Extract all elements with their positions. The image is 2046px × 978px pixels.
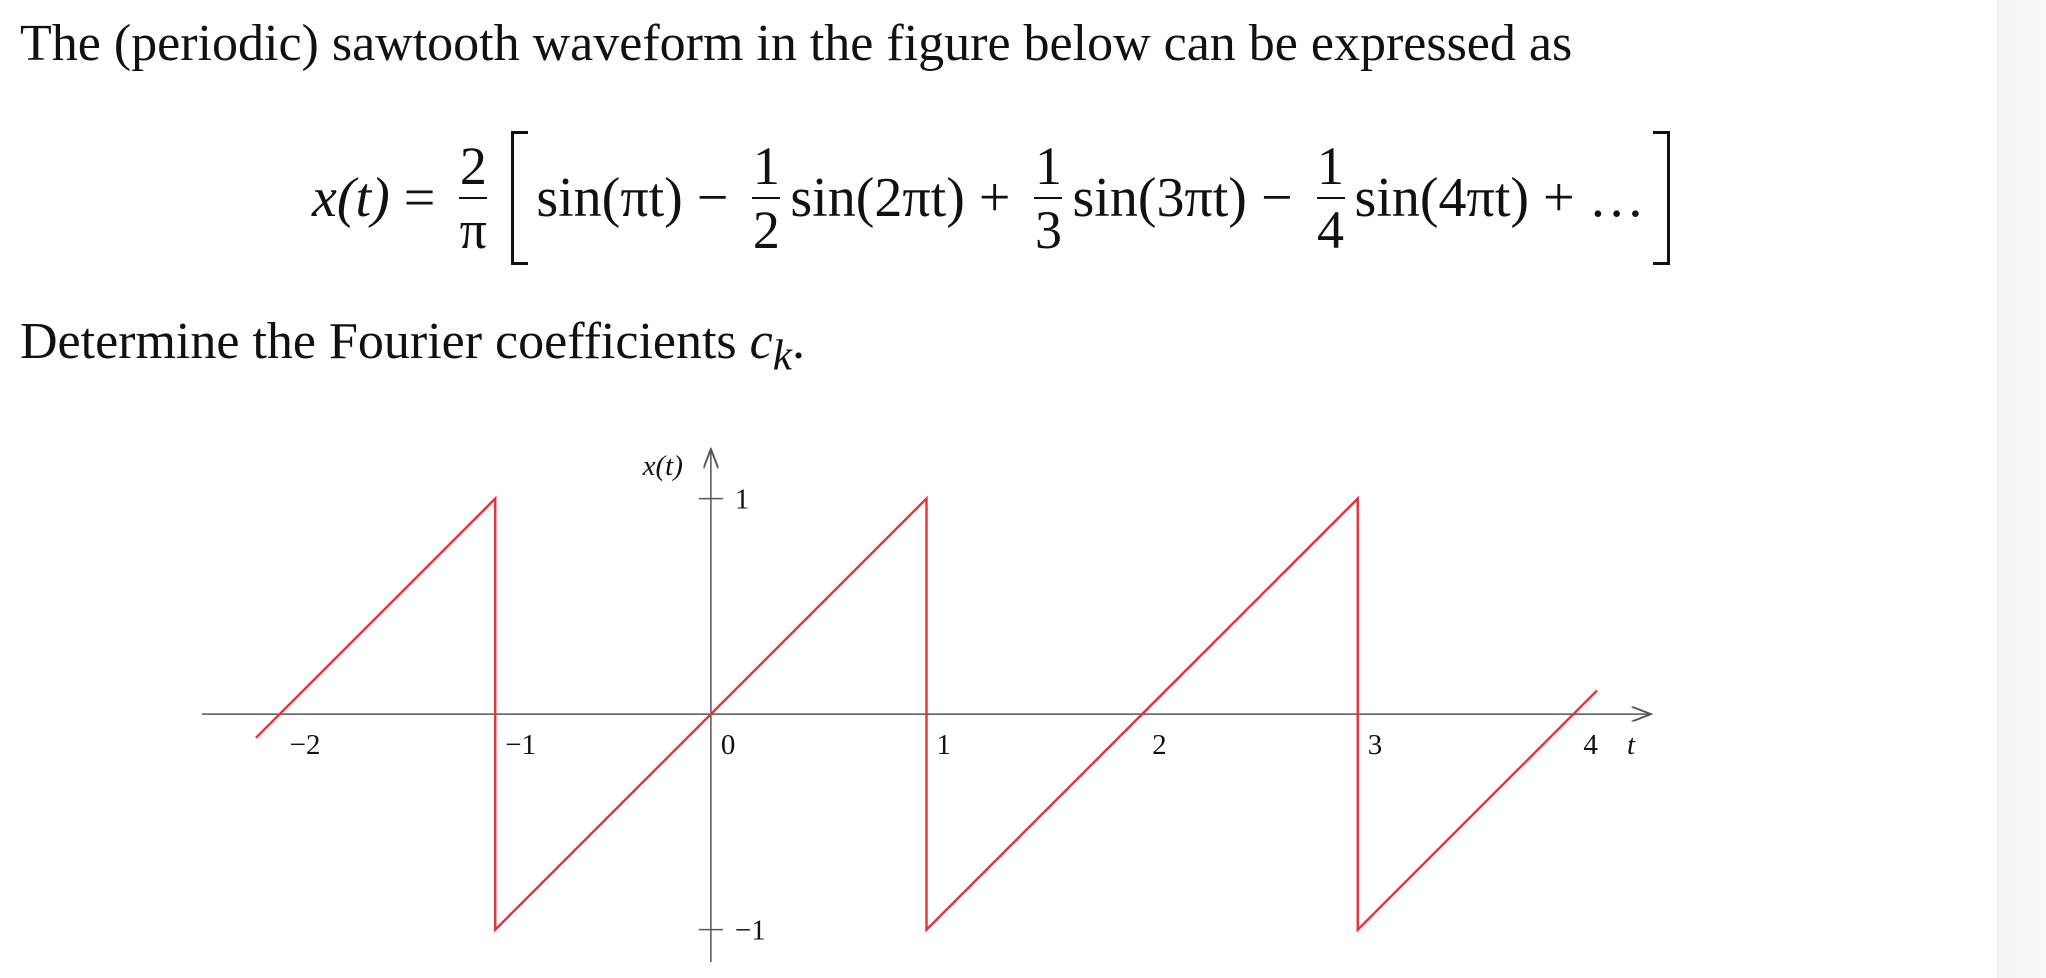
term-text: sin(πt) bbox=[536, 167, 683, 229]
numerator: 1 bbox=[752, 136, 780, 196]
x-tick-label: 4 bbox=[1583, 729, 1598, 761]
x-tick-label: 3 bbox=[1368, 729, 1383, 761]
fraction-bar bbox=[1034, 197, 1063, 199]
denominator: 4 bbox=[1317, 200, 1345, 260]
prefactor-den: π bbox=[459, 200, 487, 260]
fraction-bar bbox=[1316, 197, 1345, 199]
term-text: sin(2πt) bbox=[790, 167, 965, 229]
term-text: sin(4πt) bbox=[1354, 167, 1530, 229]
operator: + bbox=[978, 167, 1011, 229]
subscript: k bbox=[772, 331, 792, 380]
operator: − bbox=[1260, 167, 1293, 229]
numerator: 1 bbox=[1317, 136, 1345, 196]
formula: x(t) = 2 π sin(πt) −1 2 sin(2πt) +1 3 sin(3πt)… bbox=[312, 128, 1670, 268]
term-text: sin(3πt) bbox=[1072, 167, 1247, 229]
scrollbar bbox=[1997, 0, 2046, 978]
y-tick-label: 1 bbox=[735, 484, 750, 516]
terms: sin(πt) −1 2 sin(2πt) +1 3 sin(3πt) −1 4 sin(4πt)… bbox=[536, 139, 1644, 257]
symbol: c bbox=[749, 313, 773, 370]
prefactor: 2 π bbox=[459, 136, 488, 260]
end: . bbox=[791, 313, 805, 370]
x-tick-label: 1 bbox=[937, 729, 952, 761]
intro-text: The (periodic) sawtooth waveform in the … bbox=[20, 15, 1573, 72]
x-tick-label: −1 bbox=[505, 729, 536, 761]
right-bracket bbox=[1652, 131, 1670, 265]
x-tick-label: 2 bbox=[1152, 729, 1167, 761]
y-tick-label: −1 bbox=[735, 915, 766, 947]
formula-lhs: x(t) bbox=[312, 167, 390, 229]
operator: + bbox=[1543, 167, 1575, 229]
fraction-bar bbox=[752, 197, 781, 199]
x-tick-label: −2 bbox=[290, 729, 321, 761]
sawtooth-line bbox=[255, 495, 1598, 933]
y-axis-label: x(t) bbox=[642, 450, 683, 482]
numerator: 1 bbox=[1034, 136, 1062, 196]
question: Determine the Fourier coefficients ck. bbox=[20, 312, 805, 380]
denominator: 2 bbox=[752, 200, 780, 260]
x-tick-label: 0 bbox=[721, 729, 736, 761]
left-bracket bbox=[511, 131, 529, 265]
formula-eq: = bbox=[403, 167, 436, 229]
term-text: … bbox=[1588, 167, 1645, 229]
question-text: Determine the Fourier coefficients bbox=[20, 313, 737, 370]
operator: − bbox=[696, 167, 729, 229]
prefactor-num: 2 bbox=[459, 136, 487, 196]
denominator: 3 bbox=[1034, 200, 1062, 260]
x-axis-label: t bbox=[1627, 729, 1636, 761]
fraction-bar bbox=[459, 197, 488, 199]
